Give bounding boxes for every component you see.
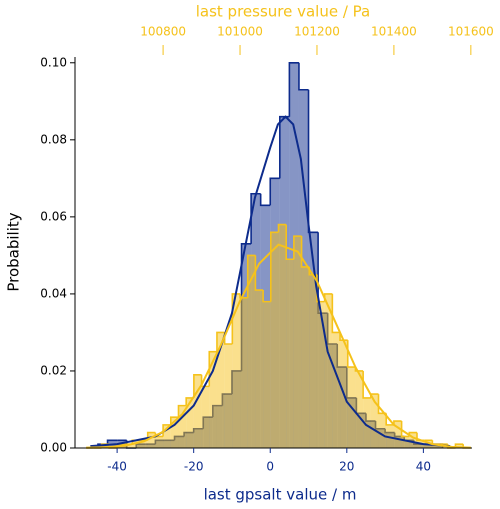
y-tick-label: 0.10 (40, 55, 67, 69)
y-tick-label: 0.06 (40, 209, 67, 223)
x2-tick-label: 101000 (217, 25, 263, 39)
histogram-bar (409, 432, 417, 448)
histogram-outline (262, 290, 271, 303)
x2-tick-label: 100800 (140, 25, 186, 39)
histogram-bar (455, 444, 464, 448)
histogram-outline (231, 293, 241, 344)
histogram-bar (124, 444, 133, 448)
x2-tick-label: 101400 (371, 25, 417, 39)
histogram-outline (307, 89, 319, 234)
histogram-outline (246, 254, 256, 298)
kde-line (86, 243, 471, 449)
histogram-bar (216, 332, 225, 448)
histogram-bar (355, 370, 364, 448)
histogram-bar (370, 394, 379, 448)
histogram-outline (269, 177, 280, 206)
histogram-bar (155, 436, 164, 448)
x-axis-label: last gpsalt value / m (204, 486, 357, 504)
histogram-outline (169, 416, 179, 425)
histogram-outline (193, 374, 202, 398)
histogram-bar (101, 444, 110, 448)
histogram-bar (324, 293, 333, 448)
histogram-outline (185, 397, 194, 406)
histogram-bar (270, 232, 279, 448)
histogram-bar (393, 421, 402, 448)
histogram-outline (277, 223, 287, 233)
x-tick-label: -20 (184, 460, 204, 474)
histogram-outline (208, 350, 217, 387)
x-tick-label: 40 (416, 460, 431, 474)
histogram-outline (106, 439, 118, 445)
histogram-bar (301, 266, 310, 448)
histogram-bar (201, 386, 210, 448)
histogram-bar (163, 424, 171, 448)
histogram-bar (278, 224, 287, 448)
histogram-outline (254, 255, 264, 291)
histogram-bar (309, 274, 317, 448)
x2-tick-label: 101600 (448, 25, 494, 39)
kde-line (90, 115, 451, 448)
histogram-outline (259, 193, 271, 207)
histogram-outline (400, 421, 410, 438)
x-tick-label: 0 (266, 460, 274, 474)
histogram-outline (177, 404, 187, 418)
x2-tick-label: 101200 (294, 25, 340, 39)
histogram-bar (316, 301, 325, 448)
histogram-bar (140, 440, 148, 448)
histogram-bar (186, 397, 194, 448)
histogram-bar (286, 259, 294, 448)
histogram-bar (240, 297, 248, 448)
histogram-bar (363, 397, 371, 448)
histogram-bar (170, 417, 179, 448)
histogram-outline (293, 235, 302, 260)
histogram-bar (401, 436, 410, 448)
histogram-bar (293, 236, 302, 448)
histogram-bar (263, 301, 271, 448)
y-tick-label: 0.04 (40, 286, 67, 300)
histogram-outline (331, 293, 341, 334)
histogram-outline (285, 224, 294, 261)
y-tick-label: 0.00 (40, 441, 67, 455)
histogram-bar (147, 432, 156, 448)
y-tick-label: 0.08 (40, 132, 67, 146)
histogram-outline (216, 331, 225, 352)
histogram-outline (270, 231, 279, 302)
x-tick-label: 20 (339, 460, 354, 474)
histogram-outline (316, 274, 325, 303)
y-tick-label: 0.02 (40, 363, 67, 377)
histogram-bar (332, 332, 341, 448)
histogram-bar (378, 413, 387, 448)
histogram-bar (224, 343, 233, 448)
histogram-bar (209, 351, 217, 448)
histogram-outline (250, 192, 261, 244)
histogram-bar (255, 290, 264, 448)
histogram-outline (239, 293, 248, 299)
histogram-outline (288, 61, 299, 117)
histogram-bar (178, 405, 187, 448)
histogram-outline (298, 62, 309, 91)
histogram-bar (193, 374, 202, 448)
histogram-bar (247, 255, 256, 448)
x2-axis-label: last pressure value / Pa (196, 3, 371, 21)
y-axis-label: Probability (5, 212, 23, 291)
histogram-bar (232, 293, 241, 448)
histogram-bar (432, 444, 441, 448)
x-tick-label: -40 (107, 460, 127, 474)
